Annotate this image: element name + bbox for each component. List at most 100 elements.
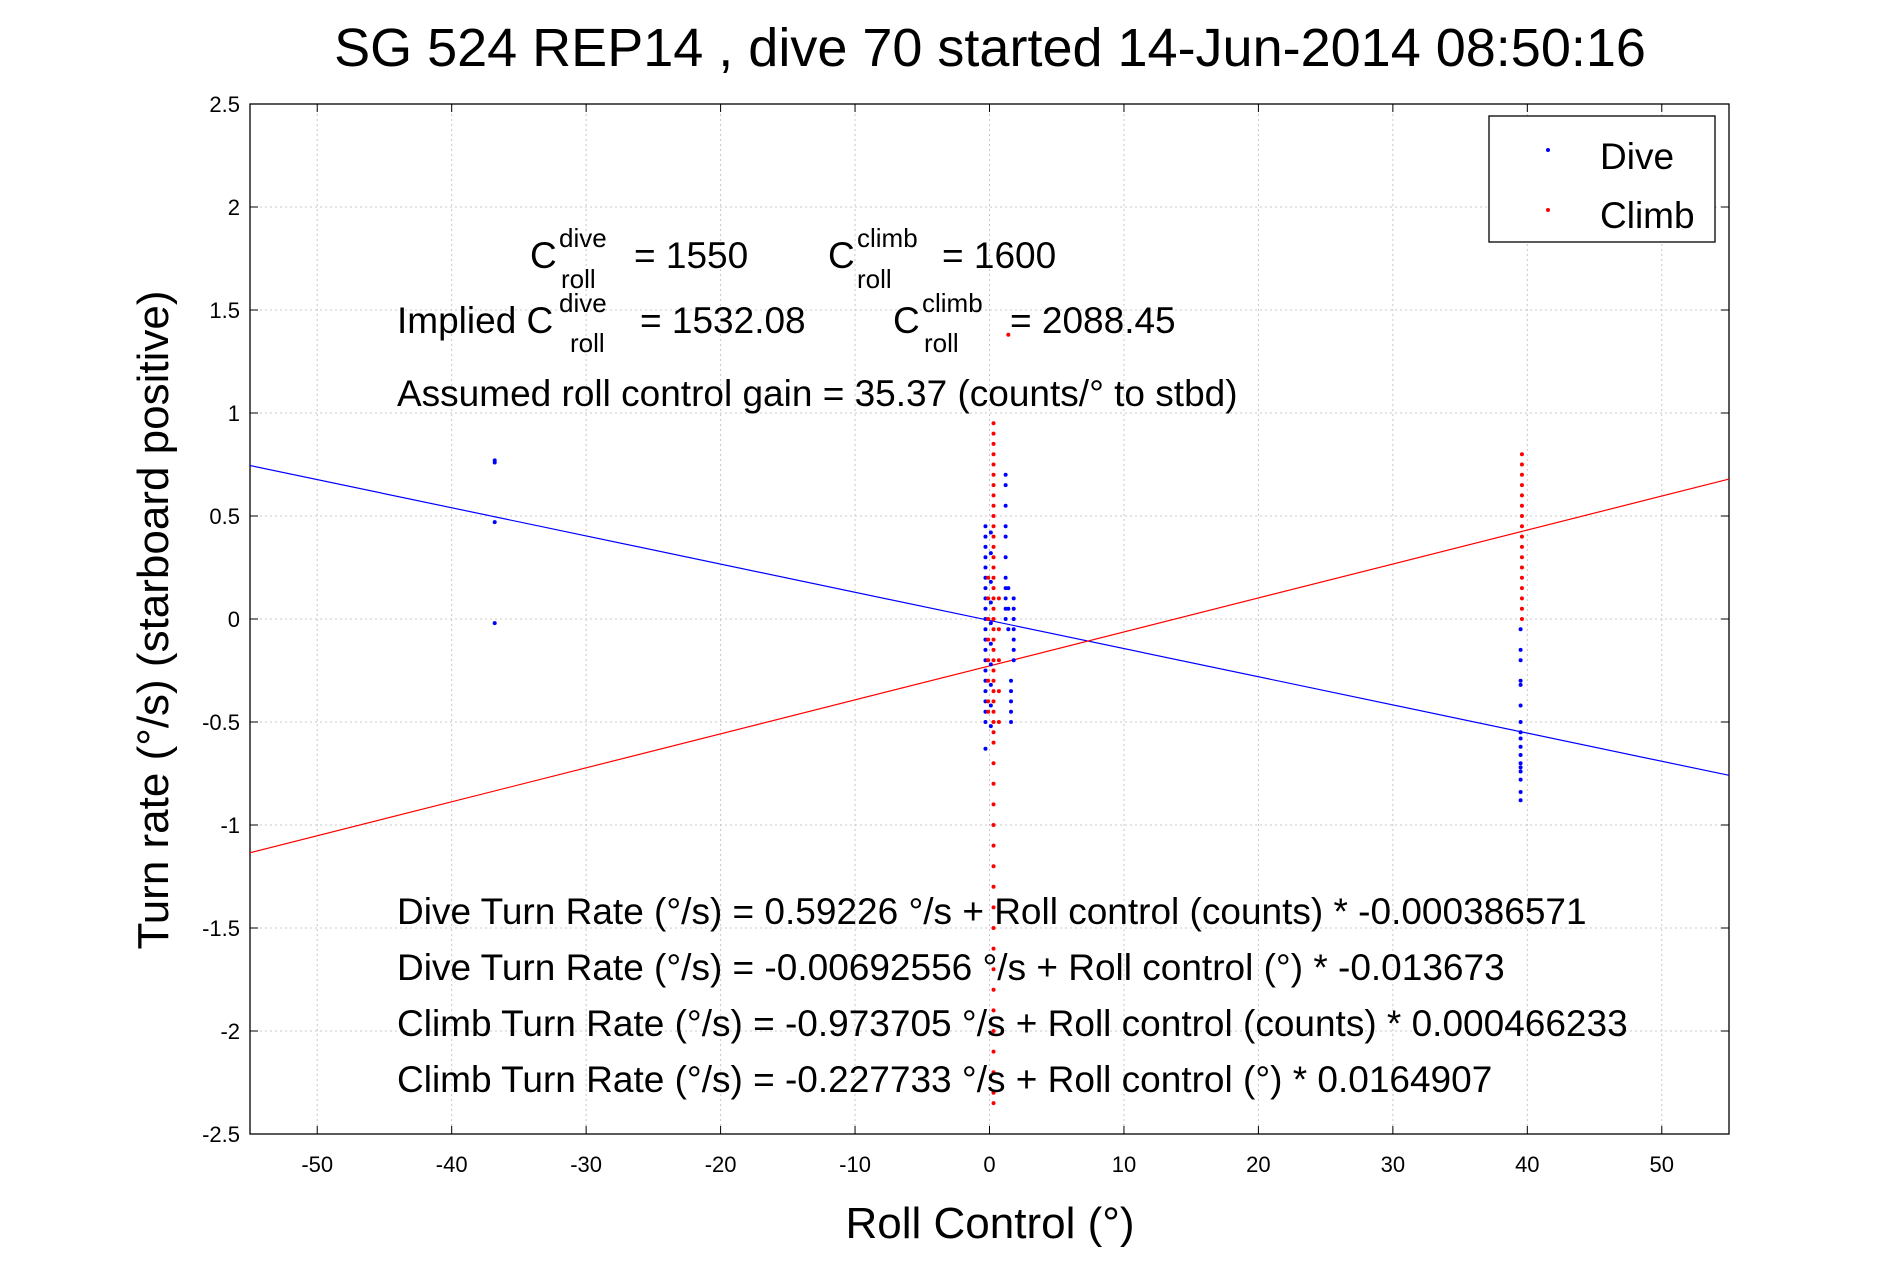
data-point-dive [492,460,497,465]
data-point-dive [1518,647,1523,652]
data-point-climb [1519,483,1524,488]
data-point-climb [1519,452,1524,457]
data-point-climb [991,823,996,827]
data-point-dive [1011,637,1016,642]
data-point-dive [1003,472,1008,477]
data-point-climb [1519,586,1524,591]
data-point-climb [991,565,996,570]
data-point-climb [986,575,991,580]
data-point-dive [1518,736,1523,741]
data-point-climb [991,658,996,663]
data-point-climb [991,946,996,951]
data-point-climb [991,864,996,869]
x-axis-label: Roll Control (°) [846,1199,1135,1248]
data-point-climb [991,1090,996,1095]
data-point-climb [991,596,996,601]
c-roll-climb-sup: climb [857,223,918,253]
y-tick-label: 0 [228,607,240,632]
data-point-climb [991,441,996,446]
data-point-climb [991,668,996,673]
data-point-dive [1011,658,1016,663]
data-point-dive [1518,658,1523,663]
gain-annotation: Assumed roll control gain = 35.37 (count… [397,373,1238,414]
data-point-climb [996,658,1001,663]
y-tick-label: -1 [220,813,240,838]
data-point-climb [991,462,996,467]
data-point-climb [991,606,996,611]
data-point-dive [1518,765,1523,770]
data-point-climb [991,905,996,910]
implied-dive-sub: roll [570,328,605,358]
data-point-climb [991,1029,996,1033]
y-tick-label: -1.5 [202,916,240,941]
data-point-dive [988,530,993,535]
y-tick-label: 0.5 [209,504,240,529]
data-point-dive [1003,596,1008,601]
data-point-dive [1011,647,1016,652]
data-point-dive [988,703,993,708]
y-tick-label: 2 [228,195,240,220]
data-point-climb [991,647,996,652]
data-point-climb [991,689,996,694]
implied-dive-value: = 1532.08 [640,300,806,341]
data-point-climb [991,967,996,972]
legend-climb-label: Climb [1600,195,1695,236]
data-point-dive [983,606,988,611]
data-point-dive [1003,524,1008,529]
data-point-climb [991,575,996,580]
y-tick-label: -2 [220,1019,240,1044]
data-point-dive [1518,769,1523,774]
data-point-climb [986,709,991,714]
data-point-climb [1519,617,1524,621]
implied-climb-sup: climb [922,288,983,318]
data-point-climb [991,761,996,766]
data-point-dive [1009,699,1014,704]
data-point-climb [991,514,996,518]
data-point-climb [1519,555,1524,560]
data-point-climb [1519,596,1524,601]
x-tick-label: -50 [301,1152,333,1177]
data-point-dive [988,579,993,584]
y-tick-label: -0.5 [202,710,240,735]
data-point-dive [983,627,988,632]
dive-eq-counts: Dive Turn Rate (°/s) = 0.59226 °/s + Rol… [397,891,1587,932]
data-point-climb [991,627,996,632]
data-point-climb [991,483,996,488]
data-point-dive [1011,617,1016,621]
data-point-climb [991,699,996,704]
data-points [492,332,1524,1106]
data-point-dive [983,524,988,529]
c-roll-dive-annotation: C dive roll = 1550 [530,223,748,294]
data-point-dive [1011,596,1016,601]
data-point-dive [1518,678,1523,683]
x-tick-label: 50 [1650,1152,1674,1177]
data-point-dive [1518,703,1523,708]
data-point-dive [1003,483,1008,488]
data-point-dive [1518,790,1523,795]
data-point-dive [1518,761,1523,766]
data-point-climb [991,1008,996,1013]
legend: Dive Climb [1488,115,1716,243]
data-point-climb [991,843,996,848]
c-roll-climb-sub: roll [857,264,892,294]
c-roll-dive-sup: dive [559,223,607,253]
y-axis-label: Turn rate (°/s) (starboard positive) [129,290,178,949]
data-point-dive [1003,534,1008,539]
data-point-climb [1519,524,1524,529]
legend-climb-marker [1546,208,1550,212]
data-point-dive [983,647,988,652]
data-point-dive [983,746,988,751]
data-point-climb [991,421,996,426]
data-point-dive [1009,709,1014,714]
data-point-climb [991,472,996,477]
data-point-dive [492,520,497,525]
data-point-climb [991,740,996,745]
x-tick-label: 20 [1246,1152,1270,1177]
data-point-dive [983,544,988,549]
data-point-climb [991,709,996,714]
data-point-climb [991,431,996,436]
implied-climb-sub: roll [924,328,959,358]
x-tick-label: -30 [570,1152,602,1177]
data-point-climb [991,493,996,498]
